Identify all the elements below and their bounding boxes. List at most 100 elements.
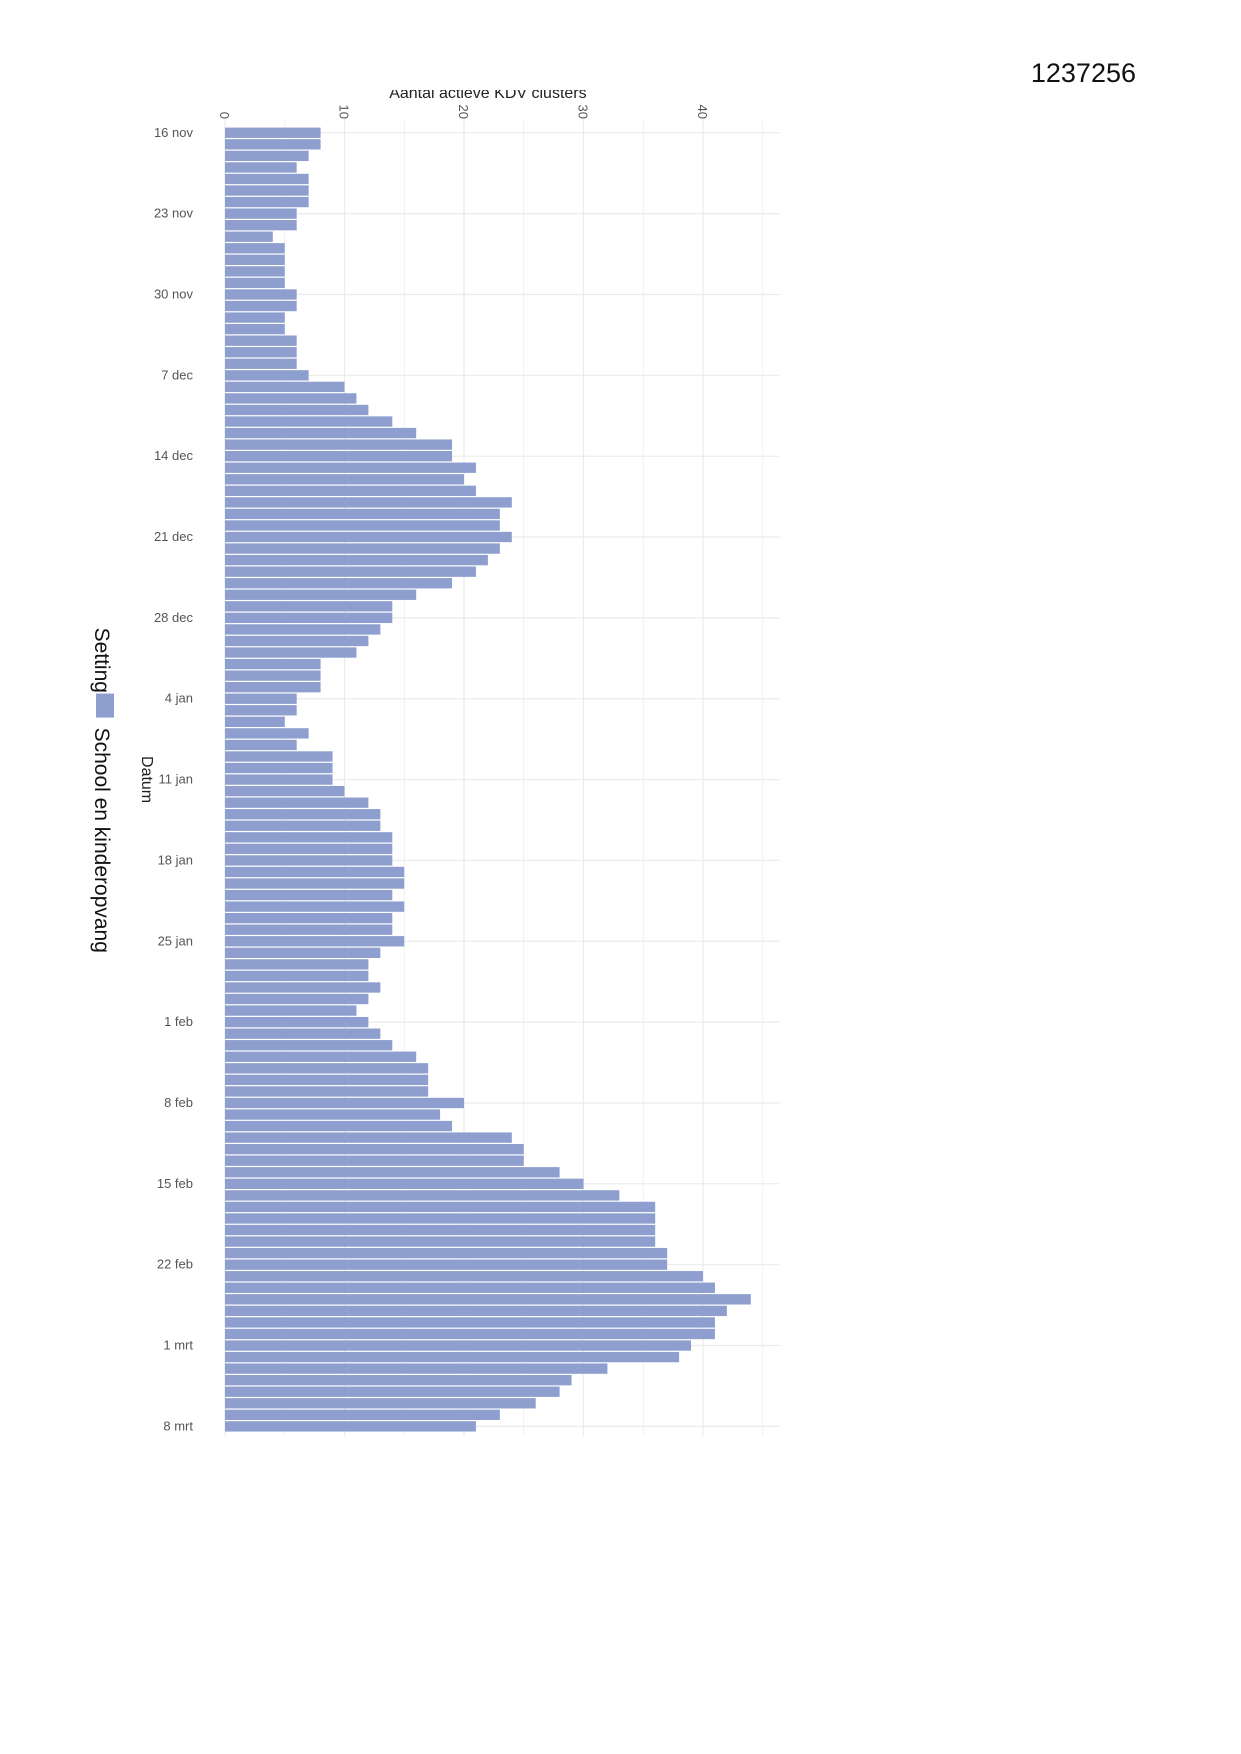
bar xyxy=(225,150,309,162)
y-tick-label: 8 feb xyxy=(164,1095,193,1110)
bar xyxy=(225,323,285,335)
bar xyxy=(225,508,500,520)
bar xyxy=(225,612,393,624)
bar xyxy=(225,462,476,473)
bar xyxy=(225,1351,680,1363)
bar xyxy=(225,1155,524,1166)
bar xyxy=(225,843,393,855)
y-tick-label: 1 mrt xyxy=(163,1338,193,1353)
bar xyxy=(225,1178,584,1189)
bar xyxy=(225,416,393,427)
bar xyxy=(225,1236,656,1247)
bar xyxy=(225,959,369,970)
bar xyxy=(225,1190,620,1201)
bar xyxy=(225,1213,656,1224)
bar xyxy=(225,335,297,346)
y-tick-label: 25 jan xyxy=(158,933,193,948)
bar xyxy=(225,774,333,785)
bar xyxy=(225,936,405,947)
bar xyxy=(225,1328,715,1340)
bar xyxy=(225,1340,692,1351)
bar xyxy=(225,716,285,727)
y-tick-label: 30 nov xyxy=(154,286,194,301)
bar xyxy=(225,139,321,150)
bar xyxy=(225,1132,512,1143)
bar xyxy=(225,1247,668,1259)
bar xyxy=(225,832,393,843)
bar xyxy=(225,1375,572,1386)
bar xyxy=(225,1167,560,1178)
document-id: 1237256 xyxy=(1030,58,1136,88)
x-axis-ticks: 0 10 20 30 40 xyxy=(217,105,710,119)
bar xyxy=(225,1040,393,1051)
bar xyxy=(225,220,297,231)
bar xyxy=(225,693,297,704)
chart-panel: 0 10 20 30 40 16 nov 23 nov 30 nov 7 dec 14 dec 2… xyxy=(90,90,900,1670)
y-tick-label: 21 dec xyxy=(154,529,194,544)
bar xyxy=(225,566,476,577)
bar xyxy=(225,451,453,462)
y-tick-label: 4 jan xyxy=(165,691,193,706)
bar xyxy=(225,889,393,901)
x-tick-label: 10 xyxy=(337,105,352,119)
bar xyxy=(225,554,488,566)
x-tick-label: 0 xyxy=(217,112,232,119)
bar xyxy=(225,1305,727,1317)
bar xyxy=(225,1086,429,1097)
bar xyxy=(225,347,297,358)
x-tick-label: 40 xyxy=(695,105,710,119)
bar xyxy=(225,196,309,208)
bar xyxy=(225,982,381,993)
bar xyxy=(225,185,309,196)
bar xyxy=(225,485,476,496)
bar xyxy=(225,358,297,369)
y-tick-label: 15 feb xyxy=(157,1176,193,1191)
bar xyxy=(225,578,453,589)
bar xyxy=(225,231,273,242)
bar xyxy=(225,1074,429,1086)
y-tick-label: 8 mrt xyxy=(163,1418,193,1433)
y-tick-label: 28 dec xyxy=(154,610,194,625)
y-axis-ticks: 16 nov 23 nov 30 nov 7 dec 14 dec 21 dec 28 de… xyxy=(154,125,194,1434)
bar xyxy=(225,589,417,600)
bar xyxy=(225,866,405,878)
bar xyxy=(225,797,369,808)
bars xyxy=(225,127,751,1432)
bar xyxy=(225,601,393,612)
bar xyxy=(225,1421,476,1432)
bar xyxy=(225,647,357,658)
y-tick-label: 11 jan xyxy=(159,772,193,787)
bar xyxy=(225,497,512,508)
bar xyxy=(225,173,309,185)
bar xyxy=(225,947,381,958)
bar xyxy=(225,127,321,138)
bar-chart: 0 10 20 30 40 16 nov 23 nov 30 nov 7 dec 14 dec 2… xyxy=(90,90,780,1437)
legend-title: Setting xyxy=(90,628,113,693)
x-tick-label: 20 xyxy=(456,105,471,119)
bar xyxy=(225,1282,715,1293)
bar xyxy=(225,404,369,416)
bar xyxy=(225,901,405,912)
bar xyxy=(225,1363,608,1374)
bar xyxy=(225,1386,560,1397)
bar xyxy=(225,243,285,254)
bar xyxy=(225,208,297,219)
y-tick-label: 7 dec xyxy=(161,367,193,382)
x-axis-title: Aantal actieve KDV clusters xyxy=(389,90,586,102)
bar xyxy=(225,878,405,889)
bar xyxy=(225,635,369,647)
bar xyxy=(225,1016,369,1028)
y-tick-label: 16 nov xyxy=(154,125,194,140)
bar xyxy=(225,670,321,681)
bar xyxy=(225,751,333,762)
bar xyxy=(225,427,417,439)
bar xyxy=(225,1144,524,1155)
y-tick-label: 22 feb xyxy=(157,1257,193,1272)
bar xyxy=(225,682,321,693)
bar xyxy=(225,924,393,935)
y-axis-title: Datum xyxy=(138,756,155,803)
x-tick-label: 30 xyxy=(576,105,591,119)
bar xyxy=(225,1398,536,1409)
y-tick-label: 14 dec xyxy=(154,448,194,463)
bar xyxy=(225,1109,441,1120)
